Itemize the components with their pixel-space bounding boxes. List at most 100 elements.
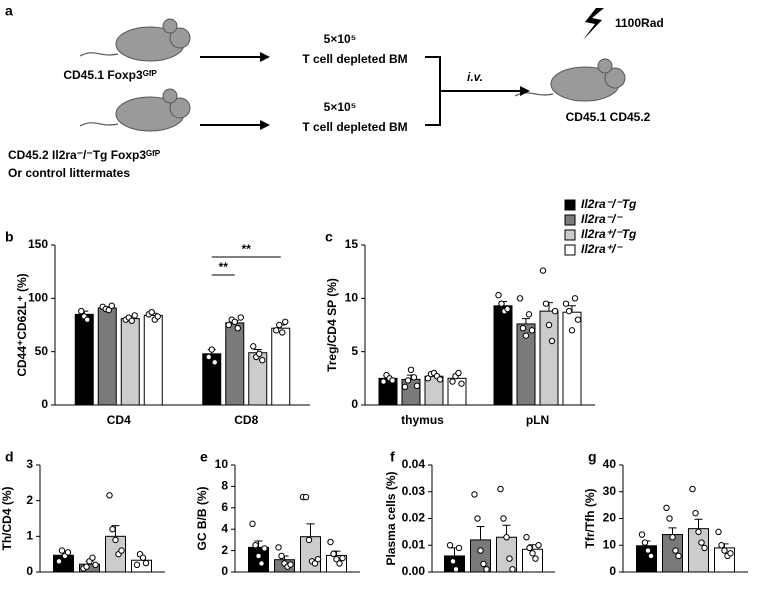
data-point (259, 357, 266, 364)
donor-label: CD45.2 Il2ra⁻/⁻Tg Foxp3ᴳᶠᴾ (8, 148, 160, 162)
data-point (519, 325, 527, 332)
cells: T cell depleted BM (302, 52, 407, 66)
y-tick-label: 0 (26, 564, 33, 578)
panel-label: c (325, 229, 333, 245)
legend-swatch (564, 229, 576, 241)
y-tick-label: 0 (351, 397, 358, 411)
legend-label: Il2ra⁺/⁻Tg (581, 227, 637, 241)
data-point (506, 555, 513, 562)
panel-label: e (200, 449, 208, 465)
legend-label: Il2ra⁻/⁻Tg (581, 197, 637, 211)
data-point (261, 545, 268, 552)
y-axis-label: Tfr/Tfh (%) (583, 489, 597, 549)
y-tick-label: 5 (351, 344, 358, 358)
data-point (715, 528, 722, 536)
data-point (278, 552, 285, 560)
legend-swatch (564, 244, 576, 256)
data-point (638, 531, 646, 538)
panel-label: f (390, 449, 395, 465)
data-point (339, 554, 346, 562)
data-point (401, 383, 409, 391)
dose: 5×10⁵ (324, 100, 357, 114)
data-point (516, 295, 524, 302)
error-bar (522, 318, 530, 324)
data-point (407, 366, 415, 373)
donor-note: Or control littermates (8, 166, 130, 180)
data-point (249, 520, 256, 528)
data-point (455, 369, 462, 377)
data-point (380, 378, 387, 385)
error-bar (306, 523, 315, 537)
data-point (205, 353, 212, 361)
data-point (302, 493, 310, 501)
y-tick-label: 30 (603, 484, 617, 498)
data-point (477, 547, 484, 554)
y-tick-label: 15 (345, 237, 359, 251)
data-point (503, 534, 510, 541)
bar (225, 322, 245, 406)
data-point (154, 313, 161, 320)
error-bar (668, 527, 677, 535)
donor-label: CD45.1 Foxp3ᴳᶠᴾ (63, 68, 156, 82)
y-tick-label: 0 (41, 397, 48, 411)
panel-label: b (5, 229, 14, 245)
data-point (701, 544, 708, 552)
data-point (148, 309, 155, 316)
data-point (663, 504, 670, 511)
data-point (474, 515, 481, 522)
y-tick-label: 1 (26, 529, 33, 543)
error-bar (111, 525, 120, 537)
data-point (234, 325, 241, 332)
data-point (574, 316, 582, 323)
data-point (255, 552, 262, 560)
data-point (529, 550, 536, 557)
data-point (404, 377, 412, 384)
x-tick-label: thymus (401, 413, 444, 427)
data-point (526, 544, 533, 552)
y-axis-label: GC B/B (%) (195, 487, 209, 551)
data-point (695, 528, 702, 536)
y-tick-label: 0.03 (402, 484, 426, 498)
data-point (333, 555, 340, 563)
y-tick-label: 0.01 (402, 537, 426, 551)
y-tick-label: 8 (221, 479, 228, 493)
x-tick-label: CD4 (107, 413, 131, 427)
bar (562, 311, 582, 406)
bar (74, 313, 94, 406)
data-point (542, 300, 550, 307)
data-point (55, 558, 63, 565)
data-point (410, 374, 418, 381)
y-tick-label: 4 (221, 521, 228, 535)
data-point (256, 350, 263, 357)
data-point (78, 307, 85, 315)
bar (120, 318, 140, 406)
data-point (449, 378, 456, 385)
y-tick-label: 100 (28, 291, 48, 305)
data-point (495, 291, 502, 299)
lightning-icon (583, 8, 604, 40)
data-point (480, 560, 487, 568)
data-point (436, 376, 444, 383)
data-point (718, 542, 725, 549)
arrows (200, 56, 520, 126)
data-point (118, 547, 125, 554)
data-point (446, 542, 454, 549)
data-point (525, 311, 533, 318)
y-tick-label: 10 (603, 537, 617, 551)
data-point (142, 559, 150, 567)
significance-label: ** (219, 260, 229, 274)
data-point (509, 566, 516, 573)
data-point (287, 561, 294, 568)
data-point (389, 377, 396, 384)
mouse-icon (79, 88, 191, 132)
y-tick-label: 10 (345, 291, 359, 305)
data-point (669, 534, 676, 541)
data-point (471, 491, 478, 498)
legend-label: Il2ra⁻/⁻ (581, 212, 623, 226)
data-point (721, 547, 728, 554)
data-point (108, 302, 115, 309)
legend-label: Il2ra⁺/⁻ (581, 242, 623, 256)
recipient: CD45.1 CD45.2 (566, 110, 651, 124)
data-point (106, 492, 113, 499)
data-point (641, 539, 649, 546)
